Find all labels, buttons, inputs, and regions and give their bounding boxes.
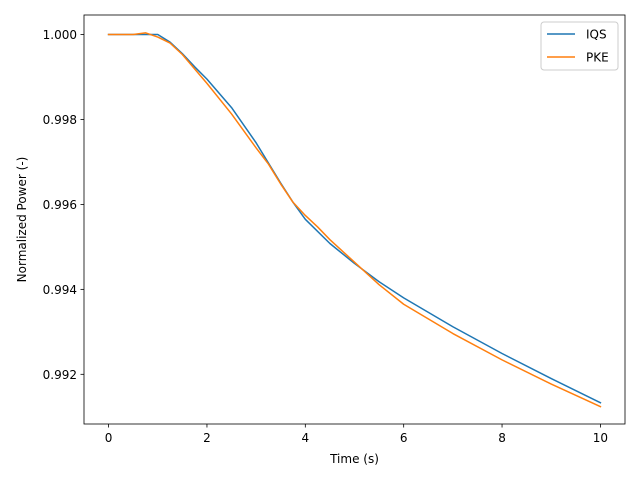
plot-frame — [83, 14, 626, 425]
x-axis-ticks: 0 2 4 6 8 10 — [105, 424, 608, 445]
y-tick-label: 0.992 — [43, 368, 77, 382]
legend-label-iqs: IQS — [586, 28, 607, 42]
series-layer — [107, 32, 602, 408]
x-tick-label: 0 — [105, 431, 113, 445]
y-tick-label: 0.998 — [43, 113, 77, 127]
y-tick-label: 0.996 — [43, 198, 77, 212]
plot-area — [84, 15, 625, 424]
x-tick-label: 6 — [400, 431, 408, 445]
x-tick-label: 8 — [498, 431, 506, 445]
legend-label-pke: PKE — [586, 51, 609, 65]
x-tick-label: 4 — [301, 431, 309, 445]
y-axis-ticks: 0.992 0.994 0.996 0.998 1.000 — [43, 28, 84, 382]
y-tick-label: 0.994 — [43, 283, 77, 297]
series-line-pke — [107, 32, 602, 408]
x-tick-label: 2 — [203, 431, 211, 445]
legend: IQS PKE — [540, 21, 619, 71]
x-tick-label: 10 — [593, 431, 608, 445]
y-tick-label: 1.000 — [43, 28, 77, 42]
y-axis-label: Normalized Power (-) — [15, 157, 29, 283]
x-axis-label: Time (s) — [329, 452, 379, 466]
